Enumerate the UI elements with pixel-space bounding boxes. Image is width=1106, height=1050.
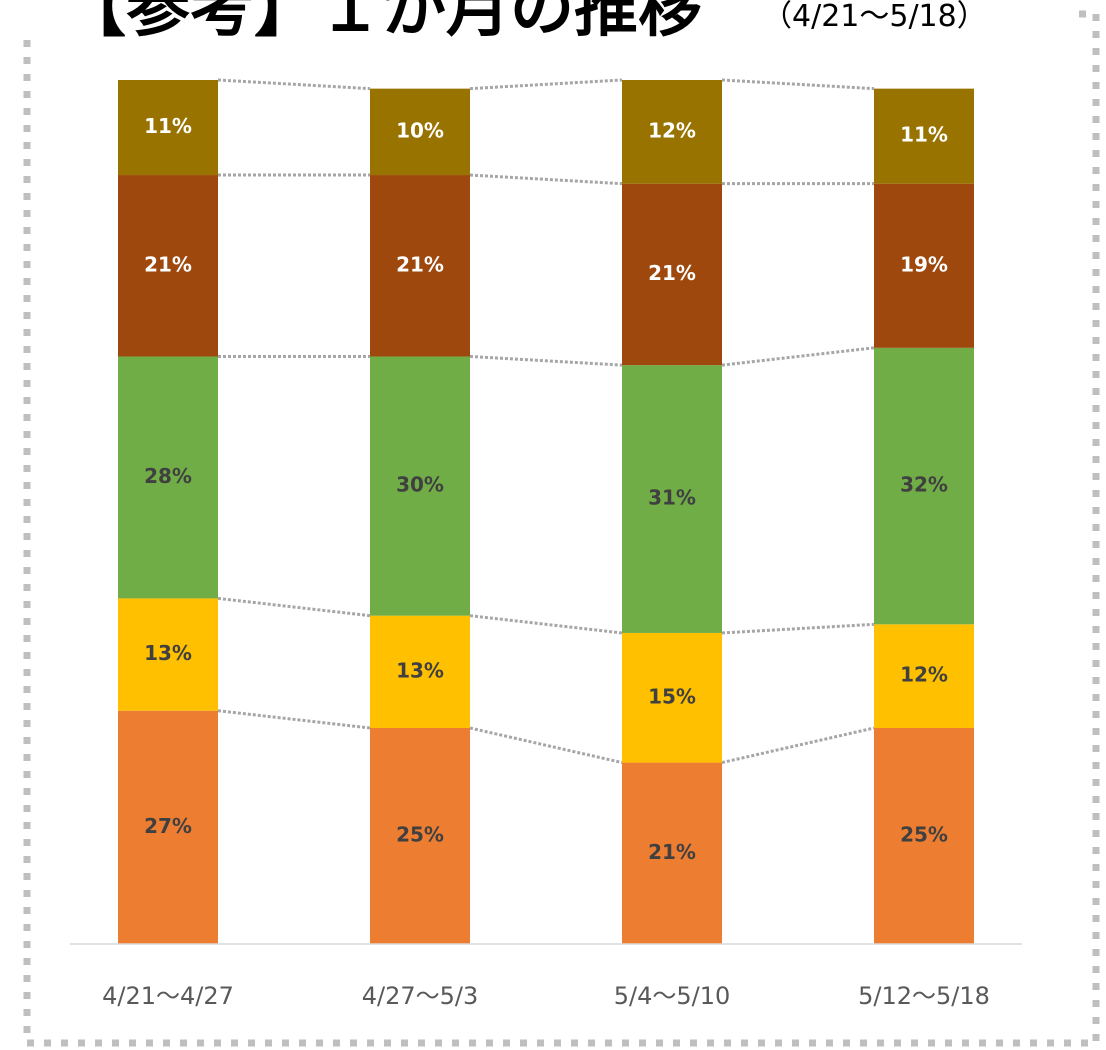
bar-segment bbox=[622, 365, 722, 633]
bar-segment bbox=[118, 175, 218, 357]
connector-line bbox=[217, 78, 371, 91]
chart-title: 【参考】１か月の推移 bbox=[62, 0, 702, 46]
bar-segment bbox=[874, 624, 974, 728]
x-tick-label: 5/12～5/18 bbox=[858, 982, 990, 1010]
x-tick-label: 4/27～5/3 bbox=[362, 982, 479, 1010]
x-tick-label: 4/21～4/27 bbox=[102, 982, 234, 1010]
bar-segment bbox=[370, 88, 470, 176]
connector-line bbox=[469, 78, 623, 91]
bar-segment bbox=[622, 762, 722, 944]
connector-line bbox=[721, 346, 875, 367]
bar-segment bbox=[622, 632, 722, 763]
connector-line bbox=[469, 726, 623, 765]
data-label: 21% bbox=[144, 252, 192, 276]
data-label: 13% bbox=[144, 641, 192, 665]
data-label: 12% bbox=[900, 663, 948, 687]
data-label: 10% bbox=[396, 118, 444, 142]
connector-line bbox=[469, 614, 623, 635]
chart-subtitle: （4/21～5/18） bbox=[762, 0, 987, 34]
data-label: 12% bbox=[648, 118, 696, 142]
connector-line bbox=[217, 709, 371, 730]
bar-segment bbox=[370, 175, 470, 357]
connector-line bbox=[469, 354, 623, 367]
bar-segment bbox=[622, 183, 722, 366]
data-label: 25% bbox=[900, 823, 948, 847]
connector-line bbox=[721, 726, 875, 765]
bar-segment bbox=[874, 183, 974, 348]
bar-segment bbox=[370, 615, 470, 728]
connector-line bbox=[721, 78, 875, 91]
data-label: 27% bbox=[144, 814, 192, 838]
data-label: 31% bbox=[648, 486, 696, 510]
data-label: 32% bbox=[900, 473, 948, 497]
data-label: 21% bbox=[648, 840, 696, 864]
data-label: 11% bbox=[144, 114, 192, 138]
bar-segment bbox=[118, 710, 218, 944]
bar-segment bbox=[118, 356, 218, 599]
data-label: 19% bbox=[900, 252, 948, 276]
data-label: 11% bbox=[900, 123, 948, 147]
bar-segment bbox=[118, 80, 218, 176]
bar-segment bbox=[118, 598, 218, 711]
connector-line bbox=[469, 173, 623, 186]
bar-segment bbox=[874, 347, 974, 625]
data-label: 28% bbox=[144, 464, 192, 488]
bar-segment bbox=[874, 88, 974, 184]
frame-border bbox=[23, 10, 1100, 1047]
data-label: 25% bbox=[396, 823, 444, 847]
data-label: 30% bbox=[396, 473, 444, 497]
data-label: 13% bbox=[396, 658, 444, 682]
bar-segment bbox=[370, 728, 470, 944]
x-tick-label: 5/4～5/10 bbox=[614, 982, 731, 1010]
data-label: 15% bbox=[648, 684, 696, 708]
data-label: 21% bbox=[648, 261, 696, 285]
bar-segment bbox=[622, 80, 722, 184]
connector-line bbox=[721, 622, 875, 635]
bar-segment bbox=[874, 728, 974, 944]
bar-segment bbox=[370, 356, 470, 616]
data-label: 21% bbox=[396, 252, 444, 276]
connector-line bbox=[217, 596, 371, 618]
